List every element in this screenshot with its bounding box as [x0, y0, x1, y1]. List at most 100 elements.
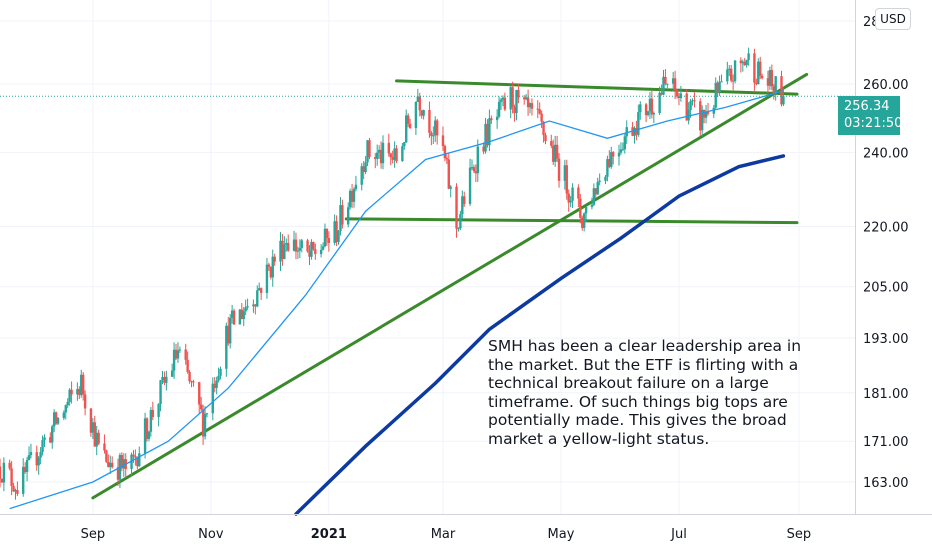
candlestick [116, 458, 120, 486]
candlestick [612, 151, 615, 165]
candlestick [540, 110, 543, 129]
candlestick [673, 70, 677, 100]
candle-body [553, 144, 557, 162]
candle-body [325, 228, 329, 238]
y-tick-label: 171.00 [863, 435, 909, 450]
candle-body [321, 246, 325, 250]
candle-body [635, 128, 638, 135]
candlestick [447, 153, 450, 190]
y-tick-label: 220.00 [863, 221, 909, 236]
candle-body [387, 142, 391, 154]
candle-body [416, 96, 420, 103]
candlestick [716, 80, 719, 98]
candle-body [91, 422, 95, 433]
candlestick [766, 70, 770, 94]
candlestick [254, 304, 257, 315]
candle-body [225, 325, 228, 369]
candlestick [143, 412, 147, 459]
candle-body [739, 60, 743, 64]
candle-body [617, 152, 621, 157]
candle-body [273, 256, 276, 262]
candle-body [134, 456, 137, 458]
candle-body [671, 78, 675, 84]
candle-body [449, 186, 452, 189]
candlestick [590, 197, 594, 210]
candlestick [579, 193, 582, 224]
candle-body [39, 451, 42, 458]
candle-body [22, 466, 25, 494]
candle-body [271, 256, 274, 278]
candlestick [472, 164, 476, 174]
candle-body [623, 136, 627, 150]
candle-body [178, 349, 182, 351]
candle-body [699, 101, 702, 131]
currency-label[interactable]: USD [875, 8, 911, 30]
candle-body [298, 247, 302, 251]
candle-body [335, 221, 338, 242]
candlestick [186, 351, 189, 374]
candlestick [0, 478, 4, 483]
candlestick [16, 481, 19, 497]
candle-body [184, 349, 187, 360]
candle-body [406, 115, 410, 124]
candle-body [757, 61, 760, 84]
candle-body [192, 381, 195, 383]
candle-body [660, 92, 663, 95]
candle-body [265, 264, 269, 293]
candle-body [393, 148, 396, 160]
candle-body [430, 132, 433, 137]
candle-body [497, 101, 501, 117]
candle-body [523, 97, 526, 100]
candlestick [770, 64, 774, 91]
candle-body [447, 159, 450, 189]
candlestick [178, 346, 182, 353]
candlestick [314, 243, 317, 260]
candlestick [265, 257, 269, 299]
candlestick [2, 457, 6, 492]
candle-body [428, 110, 431, 133]
candlestick [432, 126, 435, 145]
candlestick [83, 390, 87, 416]
candle-body [41, 440, 44, 452]
candlestick [134, 449, 137, 466]
candlestick [213, 377, 216, 393]
candlestick [321, 242, 325, 251]
candle-body [157, 404, 160, 417]
candle-body [211, 383, 214, 414]
candle-body [484, 123, 487, 152]
candlestick [366, 139, 369, 167]
candle-body [511, 87, 514, 108]
x-tick-label: May [548, 527, 575, 542]
candle-body [165, 376, 168, 383]
candlestick [109, 455, 112, 474]
candlestick [691, 98, 694, 106]
candlestick [606, 155, 609, 182]
candle-body [350, 190, 354, 202]
candlestick [720, 74, 723, 83]
candle-body [66, 401, 69, 406]
candlestick [259, 287, 263, 300]
candle-body [269, 266, 273, 278]
candlestick [279, 232, 282, 271]
candlestick [95, 425, 98, 456]
candle-body [300, 240, 303, 248]
candle-body [132, 454, 135, 457]
last-price-value: 256.34 [844, 99, 890, 114]
time-axis[interactable]: Sep Nov 2021 Mar May Jul Sep [81, 527, 812, 542]
candle-body [455, 186, 458, 229]
candle-body [625, 127, 628, 137]
candlestick [420, 109, 423, 119]
candlestick [232, 308, 236, 325]
candle-body [644, 104, 648, 116]
trendline-lower-support [344, 217, 799, 225]
price-axis[interactable]: 280.00260.00240.00220.00205.00193.00181.… [863, 15, 909, 491]
candle-body [54, 412, 58, 424]
candlestick [474, 164, 478, 183]
candle-body [753, 53, 756, 83]
candlestick [488, 109, 491, 152]
candlestick [163, 371, 166, 386]
candlestick [287, 234, 290, 252]
candlestick [12, 482, 15, 492]
candle-body [405, 115, 408, 143]
